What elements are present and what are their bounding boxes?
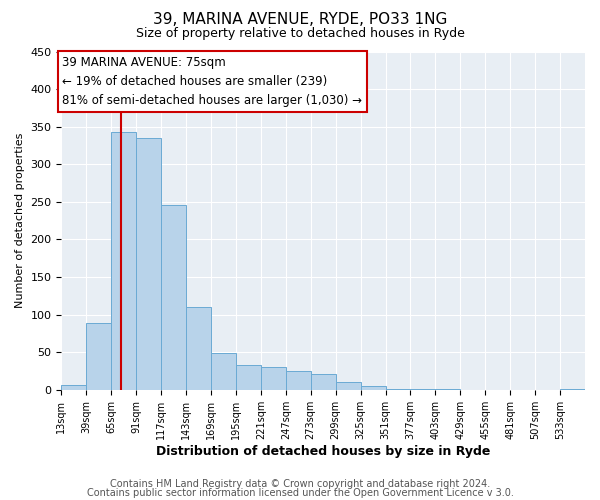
Bar: [211, 353, 236, 390]
Text: Size of property relative to detached houses in Ryde: Size of property relative to detached ho…: [136, 28, 464, 40]
Text: Contains public sector information licensed under the Open Government Licence v : Contains public sector information licen…: [86, 488, 514, 498]
Text: Contains HM Land Registry data © Crown copyright and database right 2024.: Contains HM Land Registry data © Crown c…: [110, 479, 490, 489]
Text: 39 MARINA AVENUE: 75sqm
← 19% of detached houses are smaller (239)
81% of semi-d: 39 MARINA AVENUE: 75sqm ← 19% of detache…: [62, 56, 362, 107]
Bar: [361, 386, 386, 390]
Bar: [111, 132, 136, 390]
Bar: [311, 374, 335, 390]
Bar: [161, 205, 186, 390]
Bar: [436, 389, 460, 390]
Bar: [261, 368, 286, 390]
Bar: [560, 389, 585, 390]
Bar: [61, 384, 86, 390]
Bar: [86, 323, 111, 390]
Bar: [186, 307, 211, 390]
X-axis label: Distribution of detached houses by size in Ryde: Distribution of detached houses by size …: [156, 444, 490, 458]
Bar: [286, 371, 311, 390]
Y-axis label: Number of detached properties: Number of detached properties: [15, 133, 25, 308]
Bar: [386, 389, 410, 390]
Bar: [410, 389, 436, 390]
Text: 39, MARINA AVENUE, RYDE, PO33 1NG: 39, MARINA AVENUE, RYDE, PO33 1NG: [153, 12, 447, 28]
Bar: [236, 365, 261, 390]
Bar: [335, 382, 361, 390]
Bar: [136, 138, 161, 390]
